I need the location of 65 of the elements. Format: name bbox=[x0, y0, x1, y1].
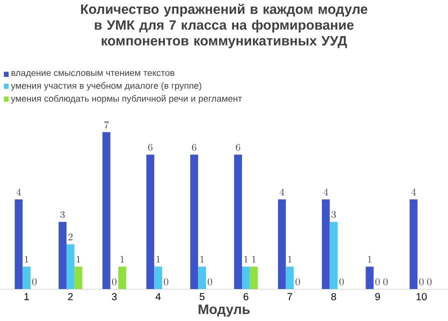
data-label: 0 bbox=[208, 278, 212, 286]
data-label: 0 bbox=[427, 278, 432, 286]
data-label: 0 bbox=[339, 278, 344, 286]
bar bbox=[190, 154, 198, 290]
data-label: 4 bbox=[280, 188, 284, 196]
data-label: 1 bbox=[76, 256, 80, 263]
data-label: 0 bbox=[419, 278, 424, 286]
legend-label: владение смысловым чтением текстов bbox=[12, 71, 174, 78]
bar bbox=[286, 266, 294, 290]
data-label: 0 bbox=[375, 278, 380, 286]
data-label: 0 bbox=[296, 278, 300, 286]
data-label: 4 bbox=[16, 188, 21, 196]
bar bbox=[58, 222, 66, 290]
x-axis-title: Модуль bbox=[198, 304, 250, 317]
x-tick-label: 5 bbox=[200, 293, 204, 300]
data-label: 0 bbox=[383, 278, 388, 286]
x-tick-label: 1 bbox=[24, 293, 29, 300]
bar bbox=[14, 200, 23, 290]
data-label: 1 bbox=[200, 256, 204, 263]
x-tick-label: 8 bbox=[331, 293, 336, 301]
data-label: 7 bbox=[104, 122, 109, 129]
x-tick-label: 3 bbox=[112, 293, 117, 301]
bar bbox=[278, 200, 286, 290]
bar bbox=[118, 266, 126, 290]
data-label: 0 bbox=[32, 278, 37, 286]
bar bbox=[234, 154, 242, 290]
data-label: 1 bbox=[244, 256, 248, 263]
data-label: 3 bbox=[60, 211, 65, 218]
bar bbox=[154, 266, 162, 290]
bar bbox=[330, 222, 338, 290]
data-label: 2 bbox=[68, 234, 73, 241]
data-label: 0 bbox=[112, 278, 117, 286]
data-label: 1 bbox=[24, 256, 28, 263]
data-label: 1 bbox=[288, 256, 292, 263]
data-label: 3 bbox=[332, 211, 336, 218]
bar bbox=[146, 154, 154, 290]
data-label: 4 bbox=[323, 188, 328, 196]
bar bbox=[74, 266, 82, 290]
bar bbox=[322, 200, 330, 290]
x-tick-label: 9 bbox=[375, 293, 380, 301]
bar bbox=[66, 244, 74, 290]
bar bbox=[198, 266, 206, 290]
x-tick-label: 6 bbox=[244, 293, 248, 301]
x-tick-label: 4 bbox=[156, 293, 161, 300]
bar bbox=[242, 266, 250, 290]
x-tick-label: 2 bbox=[68, 293, 73, 300]
bar bbox=[22, 266, 30, 290]
data-label: 1 bbox=[120, 256, 124, 263]
data-label: 1 bbox=[368, 256, 372, 263]
data-label: 1 bbox=[252, 256, 256, 263]
bar bbox=[410, 200, 418, 290]
data-label: 1 bbox=[156, 256, 160, 263]
bar bbox=[250, 266, 258, 290]
chart-title: Количество упражнений в каждом модуле в УМК для 7 класса на формирование компонентов коммуникативных УУД bbox=[81, 4, 368, 48]
legend-label: умения участия в учебном диалоге (в группе) bbox=[10, 82, 202, 91]
data-label: 6 bbox=[236, 144, 240, 152]
x-tick-label: 7 bbox=[288, 293, 292, 300]
bar bbox=[366, 266, 374, 290]
data-label: 4 bbox=[411, 188, 416, 196]
x-tick-label: 10 bbox=[416, 293, 427, 301]
bar bbox=[102, 132, 110, 290]
data-label: 6 bbox=[192, 144, 196, 152]
data-label: 0 bbox=[164, 278, 168, 286]
legend-label: умения соблюдать нормы публичной речи и регламент bbox=[10, 95, 242, 104]
data-label: 6 bbox=[148, 144, 152, 152]
